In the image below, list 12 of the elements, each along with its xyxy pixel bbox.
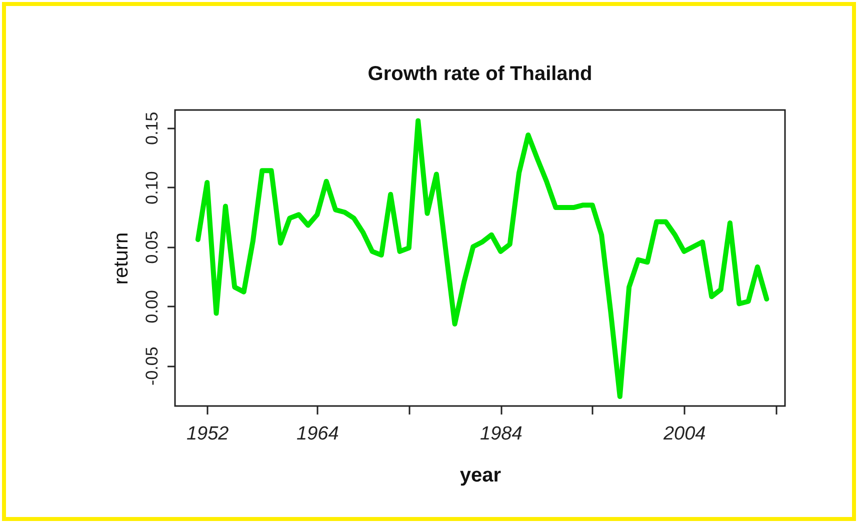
y-tick-label: 0.05 [142,230,162,264]
x-tick-label: 1964 [296,424,339,444]
y-tick-label: 0.00 [142,290,162,324]
y-axis-title: return [110,232,132,285]
x-tick-label: 1984 [480,424,522,444]
x-tick-label: 1952 [186,424,230,444]
y-tick-label: -0.05 [142,346,162,386]
chart-title: Growth rate of Thailand [368,63,592,85]
x-axis-title: year [460,464,502,486]
y-tick-label: 0.10 [142,171,162,204]
y-tick-label: 0.15 [142,112,162,145]
x-tick-label: 2004 [662,424,706,444]
